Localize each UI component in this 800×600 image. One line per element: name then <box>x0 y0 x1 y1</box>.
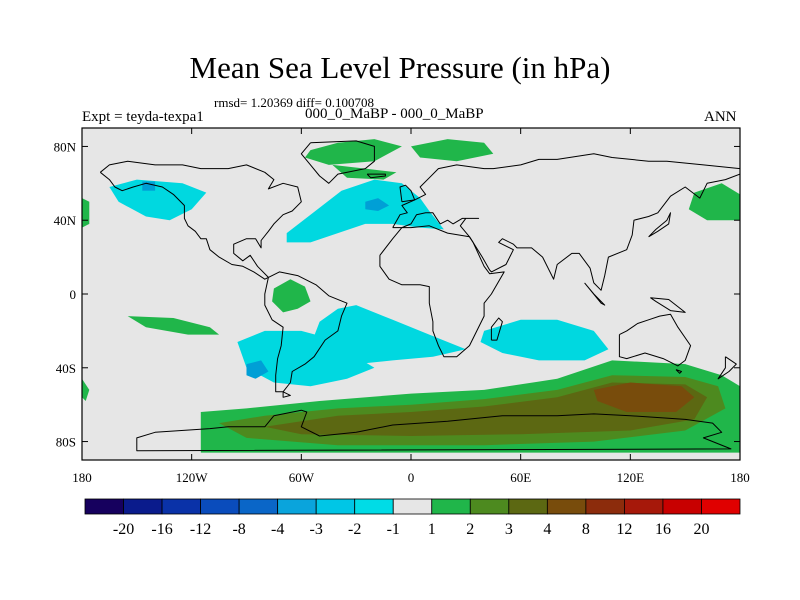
colorbar-swatch <box>392 498 433 515</box>
colorbar-swatch <box>546 498 587 515</box>
contour-region-14 <box>272 279 311 313</box>
colorbar-label: 3 <box>505 521 513 538</box>
colorbar-swatch <box>277 498 317 515</box>
coastline-10 <box>648 212 671 238</box>
contour-region-13 <box>82 198 90 228</box>
colorbar-swatch <box>200 498 240 515</box>
colorbar-label: -16 <box>151 521 172 538</box>
colorbar-label: 16 <box>655 521 671 538</box>
y-tick-label: 80N <box>54 139 77 154</box>
colorbar-swatch <box>469 498 510 515</box>
x-tick-label: 60W <box>289 470 315 485</box>
coastline-3 <box>300 140 375 184</box>
contour-region-1 <box>109 179 207 221</box>
case-label: 000_0_MaBP - 000_0_MaBP <box>305 106 484 122</box>
colorbar-label: -20 <box>113 521 134 538</box>
contour-region-9 <box>305 139 402 165</box>
axes: 180 120W 60W 0 60E 120E 180 80N 40N 0 40S 80S <box>54 128 750 485</box>
contour-region-15 <box>127 316 220 335</box>
colorbar-swatch <box>431 498 471 515</box>
colorbar-swatch <box>315 498 356 515</box>
x-tick-label: 60E <box>510 470 531 485</box>
map-area <box>82 128 740 460</box>
colorbar-label: -2 <box>348 521 361 538</box>
contour-region-12 <box>688 183 740 221</box>
colorbar-swatch <box>123 498 163 515</box>
colorbar-label: -1 <box>387 521 400 538</box>
y-tick-label: 40N <box>54 213 77 228</box>
contour-region-7 <box>310 305 466 365</box>
contour-region-10 <box>332 164 397 180</box>
colorbar-swatch <box>161 498 201 515</box>
colorbar-label: 8 <box>582 521 590 538</box>
season-label: ANN <box>704 109 737 125</box>
colorbar-label: 1 <box>428 521 436 538</box>
x-tick-label: 120E <box>617 470 645 485</box>
contour-region-3 <box>286 179 444 243</box>
stats-label: rmsd= 1.20369 diff= 0.100708 <box>214 95 374 110</box>
coastline-1 <box>99 160 302 280</box>
colorbar-label: 2 <box>466 521 474 538</box>
coastline-11 <box>584 282 606 306</box>
y-tick-label: 0 <box>70 287 77 302</box>
page-title: Mean Sea Level Pressure (in hPa) <box>189 50 611 85</box>
contour-region-20 <box>593 382 695 412</box>
y-tick-label: 80S <box>56 435 76 450</box>
colorbar-label: -3 <box>310 521 323 538</box>
coastline-8 <box>399 184 416 203</box>
coastline-2 <box>264 271 348 393</box>
anomaly-fills <box>82 139 740 453</box>
coastline-13 <box>675 369 682 374</box>
colorbar-swatch <box>585 498 625 515</box>
coastline-5 <box>379 225 505 358</box>
x-tick-label: 0 <box>408 470 415 485</box>
colorbar: -20 -16 -12 -8 -4 -3 -2 -1 1 2 3 4 8 12 16 20 <box>84 498 741 538</box>
colorbar-swatch <box>624 498 664 515</box>
y-tick-label: 40S <box>56 361 76 376</box>
colorbar-swatch <box>84 498 124 515</box>
x-tick-label: 180 <box>730 470 750 485</box>
colorbar-label: 20 <box>693 521 709 538</box>
contour-region-8 <box>480 319 609 361</box>
experiment-label: Expt = teyda-texpa1 <box>82 109 204 125</box>
colorbar-label: -4 <box>271 521 284 538</box>
coastline-6 <box>618 313 692 367</box>
colorbar-swatch <box>354 498 394 515</box>
coastline-12 <box>650 297 686 313</box>
colorbar-label: -8 <box>232 521 245 538</box>
x-tick-label: 180 <box>72 470 92 485</box>
coastline-4 <box>392 153 740 291</box>
contour-region-6 <box>246 360 269 379</box>
coastlines <box>99 140 740 452</box>
colorbar-label: -12 <box>190 521 211 538</box>
colorbar-label: 12 <box>616 521 632 538</box>
x-tick-label: 120W <box>176 470 209 485</box>
contour-region-11 <box>411 139 494 162</box>
contour-region-2 <box>142 181 156 191</box>
coastline-9 <box>366 173 386 179</box>
colorbar-swatch <box>662 498 702 515</box>
coastline-16 <box>136 409 732 452</box>
contour-region-5 <box>237 330 375 387</box>
coastline-7 <box>490 317 503 341</box>
colorbar-swatch <box>701 498 741 515</box>
coastline-14 <box>717 356 737 380</box>
coastline-15 <box>282 391 291 398</box>
contour-region-16 <box>82 378 90 401</box>
contour-region-4 <box>365 198 390 211</box>
colorbar-swatch <box>508 498 548 515</box>
colorbar-label: 4 <box>543 521 551 538</box>
colorbar-swatch <box>238 498 279 515</box>
